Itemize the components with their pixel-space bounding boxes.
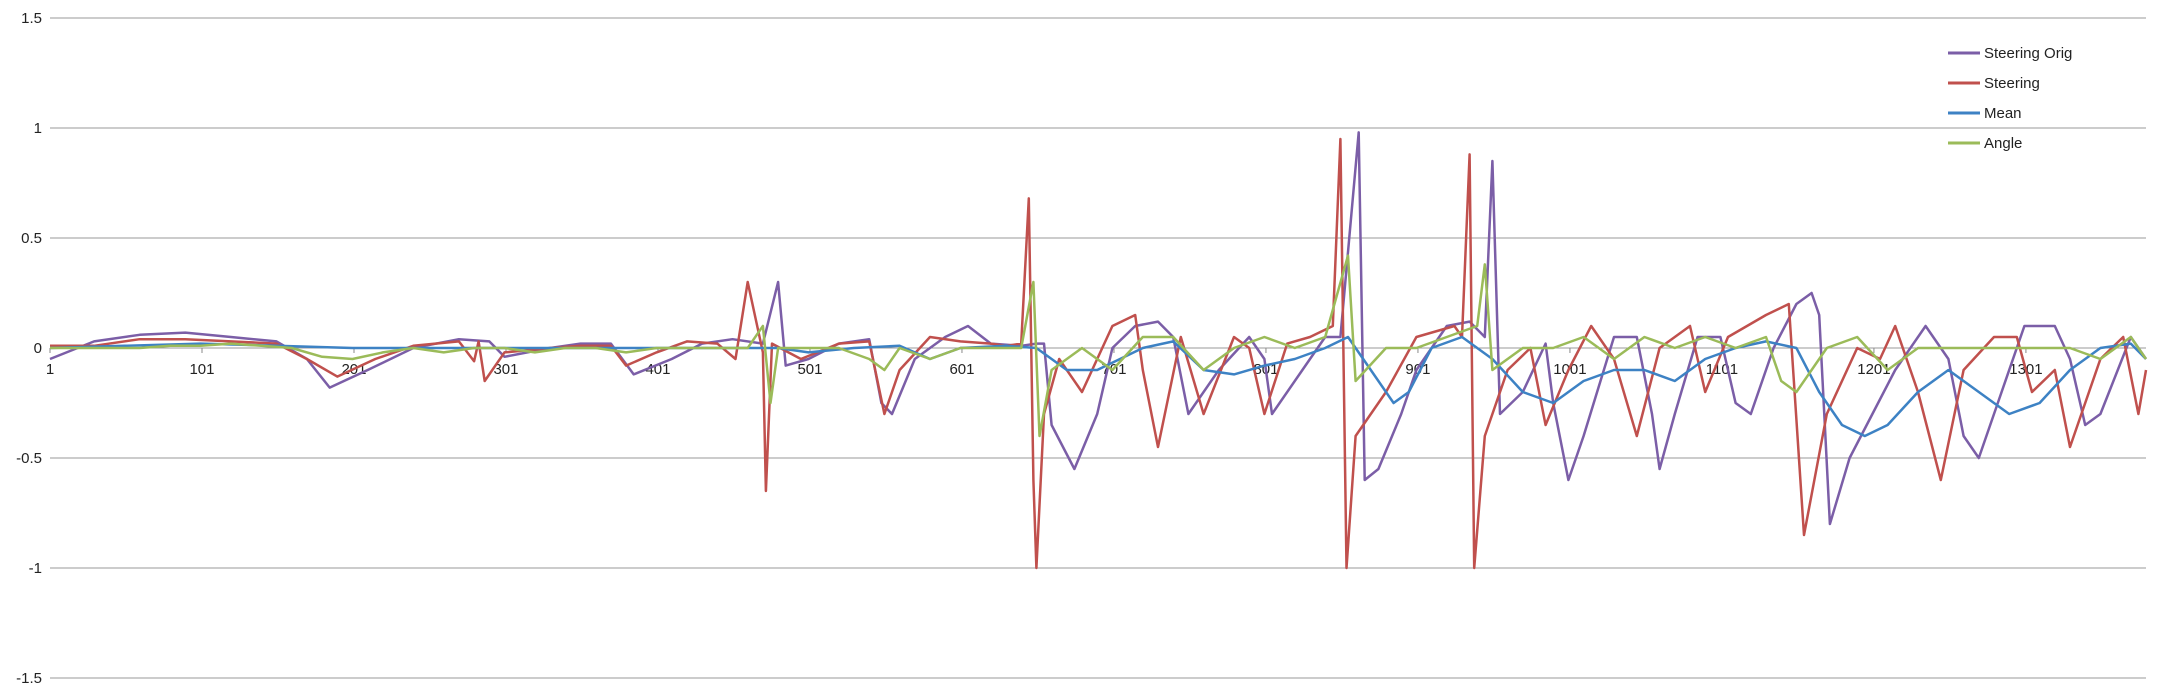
x-tick-label: 601 [949,361,974,378]
x-tick-label: 501 [797,361,822,378]
y-tick-label: 0 [34,340,42,357]
y-tick-label: 0.5 [21,230,42,247]
series-line-steering [50,137,2148,570]
y-tick-label: 1.5 [21,10,42,27]
x-tick-label: 401 [645,361,670,378]
y-tick-label: 1 [34,120,42,137]
x-tick-label: 1101 [1706,361,1738,378]
series-line-steering-orig [49,131,2148,526]
legend-label: Steering [1984,75,2040,92]
y-tick-label: -1.5 [16,670,42,687]
x-tick-label: 301 [493,361,518,378]
y-axis-ticks: 1.5 1 0.5 0 -0.5 -1 -1.5 [16,10,42,687]
x-tick-label: 101 [189,361,214,378]
legend-label: Angle [1984,135,2022,152]
y-tick-label: -1 [29,560,42,577]
series-line-angle [50,254,2148,438]
series-lines [49,131,2148,570]
y-tick-label: -0.5 [16,450,42,467]
legend: Steering Orig Steering Mean Angle [1948,45,2072,152]
series-line-mean [49,335,2147,438]
legend-label: Mean [1984,105,2022,122]
legend-label: Steering Orig [1984,45,2072,62]
x-tick-label: 1 [46,361,54,378]
